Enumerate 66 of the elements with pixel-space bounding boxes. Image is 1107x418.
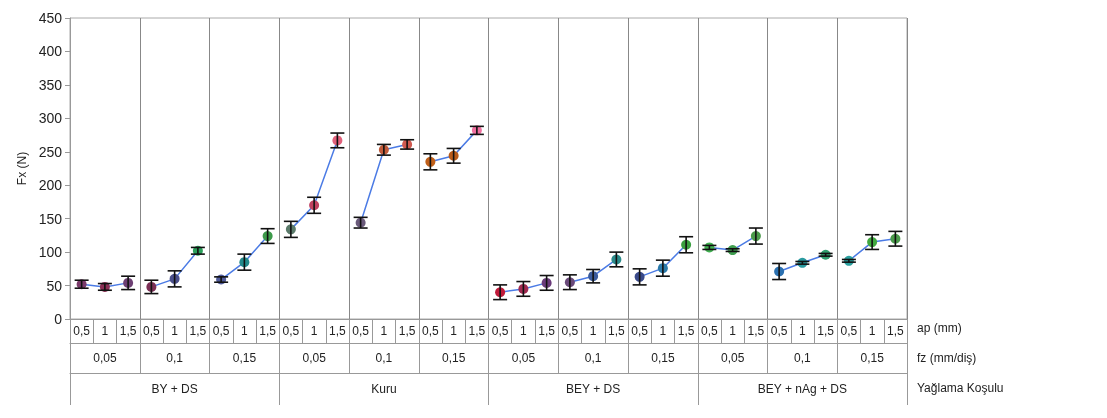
y-tick-label: 150 <box>38 210 63 227</box>
x-tick-label: 1 <box>450 324 458 338</box>
x-tick-label: 1,5 <box>887 324 905 338</box>
x-tick-label: 1 <box>241 324 249 338</box>
text: BY + DS <box>151 382 198 396</box>
text: Kuru <box>371 382 397 396</box>
x-tick-label: 1,5 <box>747 324 765 338</box>
text: 0,1 <box>794 351 812 365</box>
x-tick-label: 0,5 <box>352 324 370 338</box>
y-tick-label: 250 <box>38 143 63 160</box>
x-tick-label: 1 <box>868 324 876 338</box>
x-tick-label: 1,5 <box>119 324 137 338</box>
x-tick-label: 0,5 <box>561 324 579 338</box>
x-axis-title: ap (mm) <box>917 321 962 335</box>
x-tick-label: 1 <box>589 324 597 338</box>
y-tick-label: 450 <box>38 10 63 26</box>
text: 0,1 <box>584 351 602 365</box>
x-tick-label: 1 <box>171 324 179 338</box>
x-tick-label: 1,5 <box>189 324 207 338</box>
x-tick-label: 0,5 <box>840 324 858 338</box>
text: Yağlama Koşulu <box>917 381 1004 395</box>
x-tick-label: 0,5 <box>701 324 719 338</box>
text: 0,05 <box>302 351 327 365</box>
x-tick-label: 1,5 <box>398 324 416 338</box>
x-tick-label: 1,5 <box>608 324 626 338</box>
text: 0,05 <box>720 351 745 365</box>
x-tick-label: 1 <box>101 324 109 338</box>
x-tick-label: 1 <box>520 324 528 338</box>
x-tick-label: 1,5 <box>677 324 695 338</box>
text: 0,1 <box>375 351 393 365</box>
x-tick-label: 0,5 <box>73 324 91 338</box>
y-tick-label: 400 <box>38 43 63 60</box>
x-tick-label: 0,5 <box>631 324 649 338</box>
text: BEY + nAg + DS <box>757 382 847 396</box>
x-tick-label: 0,5 <box>422 324 440 338</box>
y-tick-label: 0 <box>54 311 63 327</box>
text: 0,05 <box>511 351 536 365</box>
x-tick-label: 1,5 <box>817 324 835 338</box>
text: 0,05 <box>93 351 117 365</box>
x-tick-label: 1,5 <box>259 324 277 338</box>
x-tick-label: 1,5 <box>538 324 556 338</box>
y-tick-label: 50 <box>46 277 63 294</box>
x-tick-label: 1,5 <box>468 324 486 338</box>
text: BEY + DS <box>566 382 621 396</box>
y-tick-label: 350 <box>38 76 63 93</box>
x-tick-label: 0,5 <box>491 324 509 338</box>
y-tick-label: 300 <box>38 110 63 127</box>
x-tick-label: 1 <box>380 324 388 338</box>
text: fz (mm/diş) <box>917 351 977 365</box>
y-tick-label: 200 <box>38 177 63 194</box>
text: 0,1 <box>166 351 184 365</box>
x-tick-label: 0,5 <box>770 324 788 338</box>
text: 0,15 <box>441 351 466 365</box>
x-tick-label: 1,5 <box>329 324 347 338</box>
x-tick-label: 1 <box>310 324 318 338</box>
x-tick-label: 1 <box>729 324 737 338</box>
text: 0,15 <box>232 351 257 365</box>
y-tick-label: 100 <box>38 244 63 261</box>
x-tick-label: 1 <box>659 324 667 338</box>
x-tick-label: 0,5 <box>212 324 230 338</box>
text: 0,15 <box>651 351 675 365</box>
y-axis-title: Fx (N) <box>14 151 29 186</box>
x-tick-label: 1 <box>799 324 807 338</box>
text: 0,15 <box>860 351 885 365</box>
x-tick-label: 0,5 <box>143 324 161 338</box>
x-tick-label: 0,5 <box>282 324 300 338</box>
